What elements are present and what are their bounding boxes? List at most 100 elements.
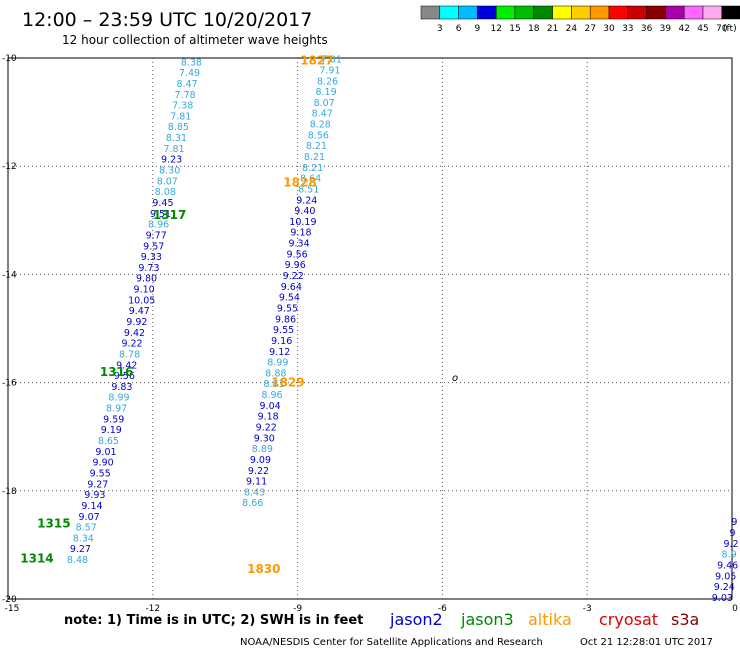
wave-height-points: 8.387.498.477.787.387.818.858.317.819.23…	[67, 55, 739, 604]
wave-height-value: 8.21	[304, 152, 325, 163]
wave-height-value: 9.42	[116, 360, 137, 371]
wave-height-value: 8.57	[76, 523, 97, 534]
wave-height-value: 7.81	[170, 111, 191, 122]
color-swatch	[439, 5, 459, 20]
grid-lines	[8, 58, 732, 599]
generated-timestamp: Oct 21 12:28:01 UTC 2017	[580, 637, 713, 648]
pass-number-label: 1316	[100, 365, 133, 379]
x-tick-label: -9	[293, 604, 302, 614]
color-scale-bar: 3 6 9 12 15 18 21 24 27 30 33 36 39 42 45 70(ft)	[420, 5, 740, 34]
wave-height-value: 9.27	[70, 544, 91, 555]
wave-height-value: 8.38	[181, 57, 202, 68]
color-swatch	[665, 5, 685, 20]
pass-number-label: 1827	[300, 54, 333, 68]
wave-height-value: 9.27	[87, 479, 108, 490]
wave-height-value: 9.42	[124, 328, 145, 339]
wave-height-value: 9.80	[136, 274, 157, 285]
wave-height-value: 8.65	[98, 436, 119, 447]
wave-height-value: 8.88	[265, 368, 286, 379]
color-swatch	[477, 5, 497, 20]
legend-item-cryosat: cryosat	[599, 610, 658, 629]
wave-height-value: 9.56	[114, 371, 135, 382]
wave-height-value: 8.08	[155, 187, 176, 198]
wave-height-value: 9.24	[296, 195, 317, 206]
wave-height-value: 8.99	[108, 393, 129, 404]
x-tick-label: -6	[438, 604, 447, 614]
x-tick-label: -12	[145, 604, 160, 614]
color-scale-label: 70	[716, 24, 728, 34]
color-scale-label: 42	[678, 24, 689, 34]
wave-height-value: 9.55	[90, 468, 111, 479]
wave-height-value: 9.12	[269, 347, 290, 358]
color-swatch	[646, 5, 666, 20]
color-scale-label: 36	[641, 24, 653, 34]
wave-height-value: 9.09	[250, 455, 271, 466]
y-tick-label: -20	[2, 595, 17, 605]
wave-height-value: 9.51	[150, 209, 171, 220]
wave-height-value: 9.46	[717, 560, 738, 571]
wave-height-value: 9.07	[79, 512, 100, 523]
island-marker: o	[452, 373, 458, 384]
wave-height-value: 8.26	[317, 76, 338, 87]
wave-height-value: 9.59	[103, 414, 124, 425]
color-scale-label: 30	[603, 24, 615, 34]
wave-height-value: 8.21	[302, 163, 323, 174]
wave-height-value: 9.83	[111, 382, 132, 393]
wave-height-value: 9.56	[287, 249, 308, 260]
wave-height-value: 8.47	[176, 79, 197, 90]
wave-height-value: 9.92	[126, 317, 147, 328]
wave-height-value: 9.90	[93, 458, 114, 469]
wave-height-value: 10.19	[289, 217, 316, 228]
wave-height-value: 9.23	[161, 155, 182, 166]
pass-number-label: 1315	[37, 516, 70, 530]
wave-height-value: 9.86	[275, 314, 296, 325]
wave-height-value: 8.64	[300, 174, 321, 185]
wave-height-value: 9.24	[714, 582, 735, 593]
wave-height-value: 9.33	[141, 252, 162, 263]
wave-height-value: 9	[729, 528, 735, 539]
wave-height-value: 9.73	[138, 263, 159, 274]
wave-height-value: 9.2	[723, 539, 738, 550]
color-scale-label: 27	[584, 24, 595, 34]
legend-item-altika: altika	[528, 610, 572, 629]
color-scale-label: 39	[660, 24, 672, 34]
color-swatch	[702, 5, 723, 20]
wave-height-value: 9.34	[288, 239, 309, 250]
color-swatch	[514, 5, 535, 20]
pass-number-label: 1314	[20, 551, 53, 565]
x-tick-label: 0	[732, 604, 738, 614]
color-swatch	[420, 5, 441, 20]
credit-line: NOAA/NESDIS Center for Satellite Applica…	[240, 637, 543, 648]
wave-height-value: 8.07	[314, 98, 335, 109]
color-scale-label: 21	[547, 24, 558, 34]
y-tick-label: -16	[2, 379, 17, 389]
color-scale-label: 12	[490, 24, 501, 34]
wave-height-value: 8.07	[157, 176, 178, 187]
chart-title: 12:00 – 23:59 UTC 10/20/2017	[22, 9, 312, 31]
wave-height-value: 7.81	[321, 55, 342, 66]
color-scale-label: 6	[456, 24, 462, 34]
wave-height-value: 8.78	[119, 349, 140, 360]
x-tick-label: -15	[5, 604, 20, 614]
wave-height-value: 9.30	[254, 433, 275, 444]
color-scale-label: 18	[528, 24, 540, 34]
color-scale-label: 15	[509, 24, 520, 34]
wave-height-value: 8.85	[168, 122, 189, 133]
wave-height-value: 8.31	[166, 133, 187, 144]
wave-height-value: 8.51	[298, 184, 319, 195]
wave-height-value: 8.96	[148, 220, 169, 231]
color-swatch	[589, 5, 610, 20]
wave-height-value: 9.04	[260, 401, 281, 412]
x-tick-label: -3	[583, 604, 592, 614]
color-swatch	[627, 5, 647, 20]
wave-height-value: 9.55	[277, 303, 298, 314]
wave-height-value: 9.47	[129, 306, 150, 317]
wave-height-value: 8.99	[267, 358, 288, 369]
wave-height-value: 9.22	[248, 466, 269, 477]
color-scale-label: 45	[697, 24, 708, 34]
wave-height-value: 9	[731, 517, 737, 528]
satellite-legend: jason2 jason3 altika cryosat s3a	[389, 610, 699, 629]
color-swatch	[533, 5, 553, 20]
